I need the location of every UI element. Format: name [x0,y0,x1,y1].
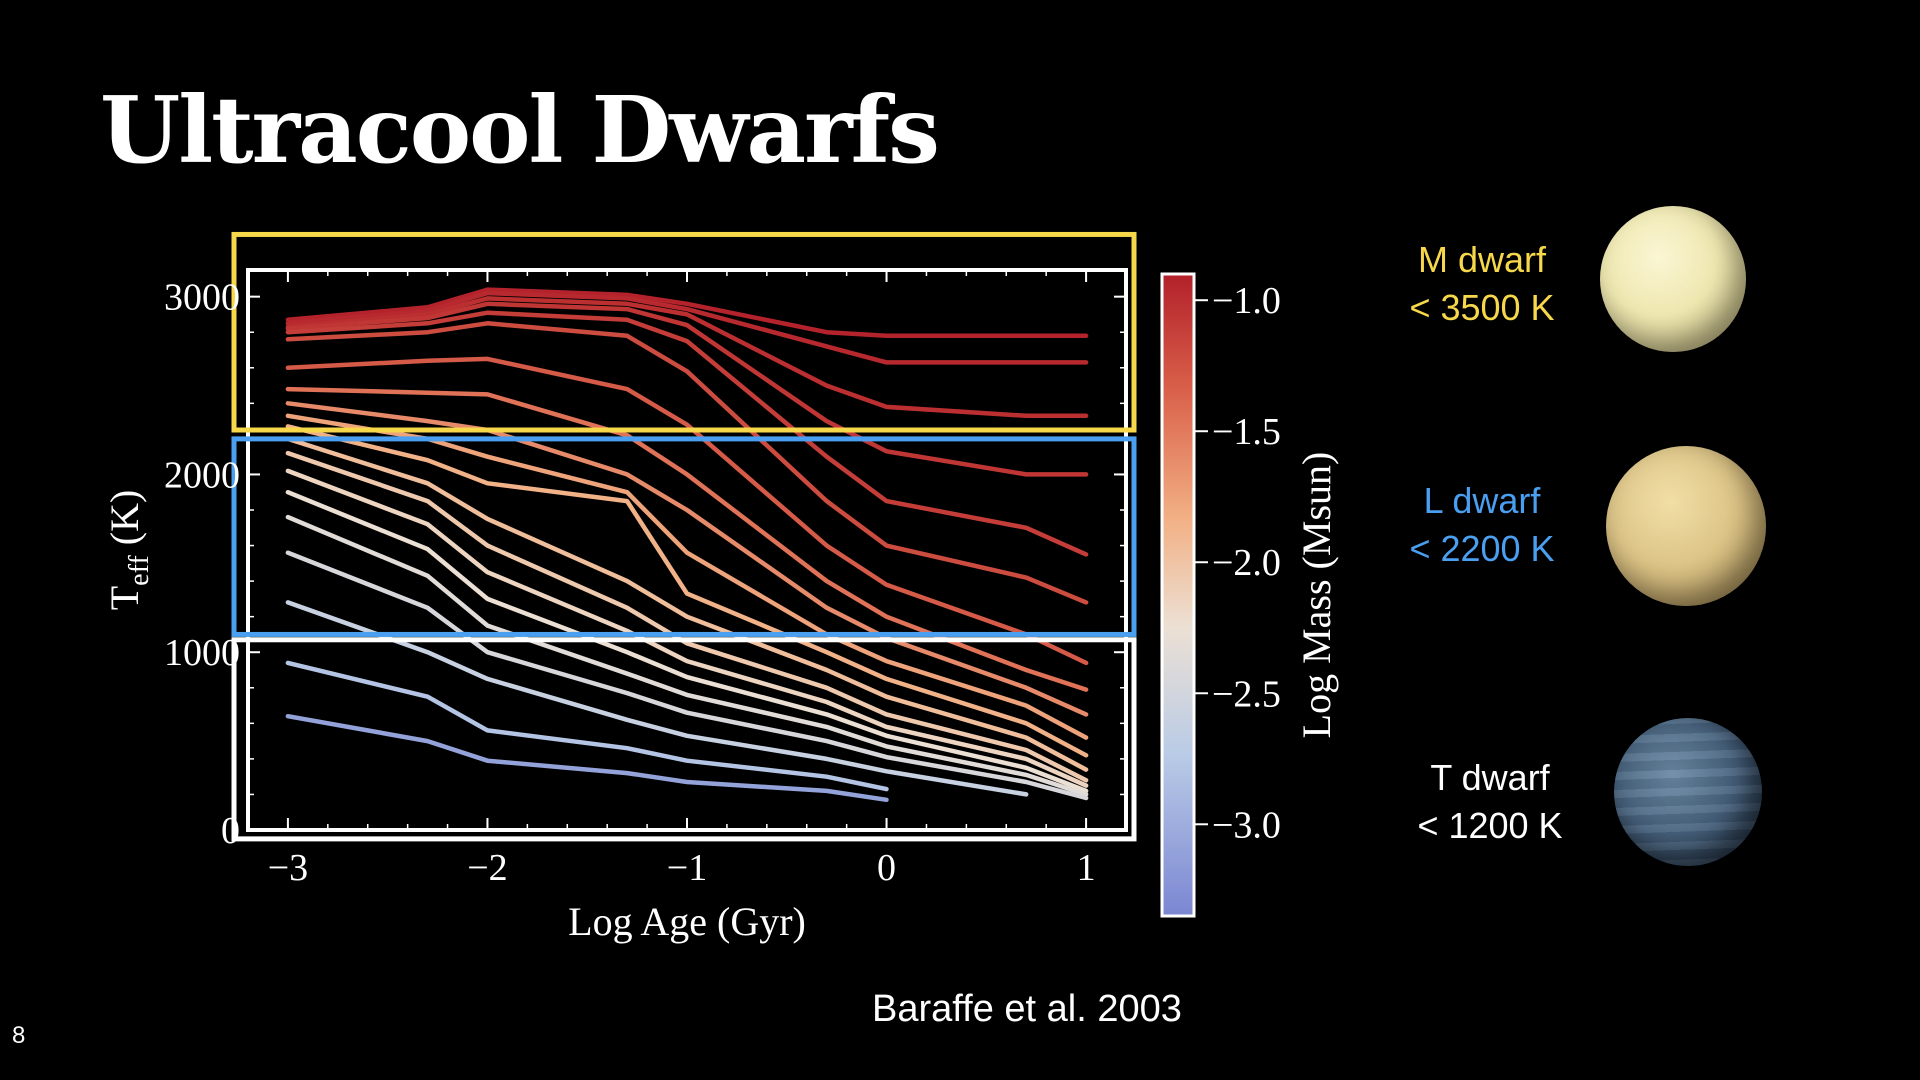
series-line-5 [285,321,1089,605]
colorbar [1160,272,1196,918]
l-dwarf-image [1606,446,1766,606]
series-line-16 [285,550,1089,801]
l-dwarf-limit: < 2200 K [1409,528,1555,569]
axis-labels: −3 −2 −1 0 1 0 1000 2000 3000 Log Age (Gyr) Teff (… [102,277,1096,944]
x-tick-label: −3 [268,847,308,889]
series-line-14 [285,489,1089,794]
highlight-band-t [231,637,1137,842]
m-dwarf-label: M dwarf < 3500 K [1382,236,1582,332]
m-dwarf-image [1600,206,1746,352]
y-tick-label: 2000 [164,454,240,496]
series-line-1 [285,290,1089,365]
series-line-18 [285,660,889,792]
series-lines [285,287,1089,803]
colorbar-label: Log Mass (Msun) [1294,452,1339,739]
colorbar-tick-label: −2.0 [1212,542,1281,584]
y-axis-label-unit: (K) [102,490,147,556]
slide-number: 8 [12,1022,26,1049]
axis-ticks [247,270,1126,831]
series-line-13 [285,468,1089,788]
series-line-10 [285,424,1089,758]
highlight-band-m [231,231,1137,433]
series-line-17 [285,600,1029,797]
series-line-4 [285,310,1089,557]
t-dwarf-name: T dwarf [1430,757,1550,798]
series-line-19 [285,713,889,803]
colorbar-tick-label: −1.0 [1212,280,1281,322]
t-dwarf-image [1614,718,1762,866]
colorbar-tick-label: −3.0 [1212,804,1281,846]
y-axis-label-main: T [102,586,147,610]
series-line-6 [285,356,1089,666]
series-line-11 [285,436,1089,772]
y-axis-label-sub: eff [124,555,155,586]
y-tick-label: 3000 [164,277,240,319]
series-line-3 [285,301,1089,477]
series-line-0 [285,287,1089,339]
y-axis-label: Teff (K) [102,490,155,611]
series-line-15 [285,514,1089,797]
x-tick-label: −1 [667,847,707,889]
colorbar-tick-label: −1.5 [1212,411,1281,453]
m-dwarf-limit: < 3500 K [1409,287,1555,328]
l-dwarf-label: L dwarf < 2200 K [1382,477,1582,573]
series-line-9 [285,413,1089,740]
series-line-2 [285,296,1089,419]
t-dwarf-limit: < 1200 K [1417,805,1563,846]
highlight-bands [231,231,1137,842]
y-tick-label: 0 [221,810,240,852]
x-tick-label: 1 [1077,847,1096,889]
m-dwarf-name: M dwarf [1417,239,1547,280]
series-line-12 [285,450,1089,783]
colorbar-tick-label: −2.5 [1212,673,1281,715]
series-line-8 [285,401,1089,717]
x-axis-label: Log Age (Gyr) [568,899,806,944]
citation: Baraffe et al. 2003 [872,988,1182,1030]
t-dwarf-label: T dwarf < 1200 K [1390,754,1590,850]
slide-title: Ultracool Dwarfs [100,76,940,184]
colorbar-ticks: −1.0 −1.5 −2.0 −2.5 −3.0 Log Mass (Msun) [1194,280,1339,846]
l-dwarf-name: L dwarf [1423,480,1541,521]
series-line-7 [285,386,1089,692]
highlight-band-l [231,436,1137,637]
y-tick-label: 1000 [164,632,240,674]
x-tick-label: −2 [467,847,507,889]
x-tick-label: 0 [877,847,896,889]
